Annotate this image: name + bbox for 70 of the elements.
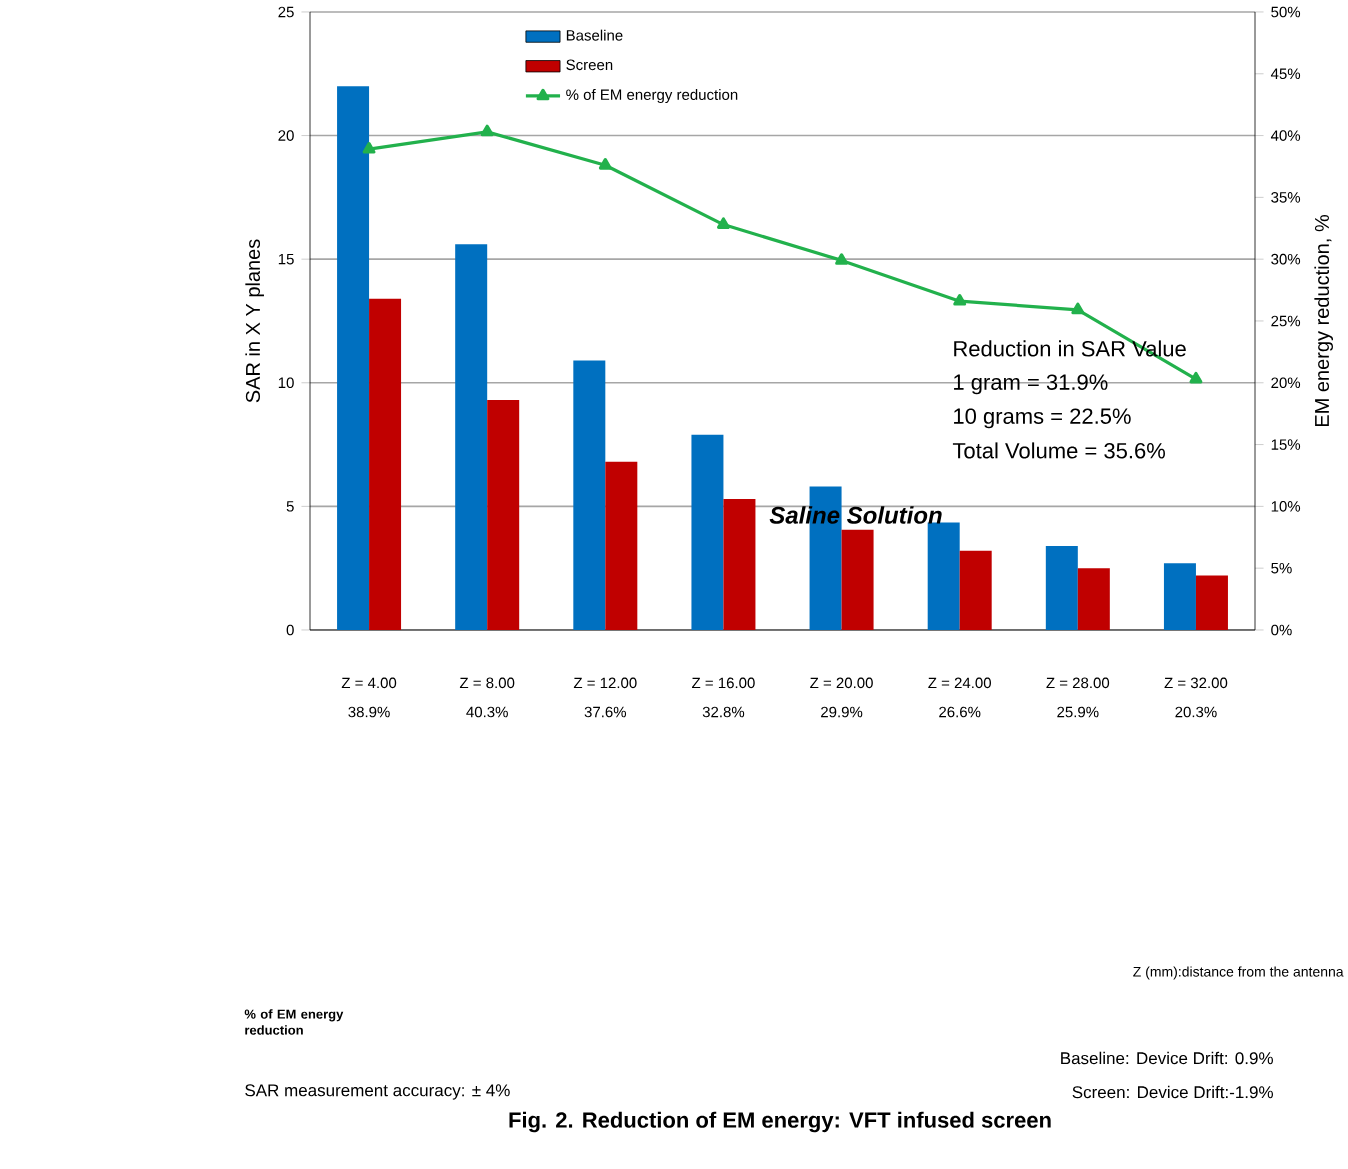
y-axis-title: SAR in X Y planes: [245, 239, 264, 403]
text: SAR measurement accuracy: ± 4%: [245, 1084, 510, 1100]
annotation: 10 grams = 22.5%: [954, 408, 1131, 429]
y2-tick-label: 5%: [1271, 562, 1292, 574]
bar: [487, 400, 520, 630]
y-tick-label: 0: [286, 624, 294, 636]
bar: [1163, 563, 1196, 630]
x-tick-label: Z = 4.00: [341, 677, 397, 689]
y2-tick-label: 10%: [1271, 501, 1301, 512]
text: Fig. 2. Reduction of EM energy: VFT infused screen: [509, 1111, 1051, 1133]
data-label: 25.9%: [1057, 706, 1099, 718]
y-tick-label: 5: [286, 501, 294, 512]
legend-label: Screen: [566, 59, 613, 71]
data-label: 20.3%: [1175, 706, 1217, 718]
bar: [691, 434, 724, 630]
data-label: 26.6%: [939, 706, 981, 718]
bar: [1077, 568, 1110, 630]
y2-tick-label: 45%: [1270, 68, 1301, 80]
point: [716, 217, 730, 229]
x-tick-label: Z = 20.00: [810, 677, 873, 689]
y2-tick-label: 0%: [1271, 624, 1292, 636]
text: Z (mm):distance from the antenna: [1133, 966, 1344, 980]
point: [598, 158, 612, 170]
text: % of EM energy reduction: [244, 1009, 344, 1035]
data-label: 38.9%: [348, 706, 390, 718]
bar: [841, 529, 874, 630]
y2-tick-label: 20%: [1271, 377, 1301, 389]
point: [953, 294, 967, 306]
y-tick-label: 20: [278, 130, 294, 141]
legend-label: % of EM energy reduction: [566, 89, 738, 103]
bar: [605, 461, 638, 630]
y2-tick-label: 30%: [1271, 253, 1301, 265]
text: Screen: Device Drift:-1.9%: [1072, 1085, 1273, 1099]
y-tick-label: 10: [278, 377, 294, 389]
point: [835, 253, 849, 265]
y2-axis-title: EM energy reduction, %: [1314, 214, 1333, 427]
y2-tick-label: 50%: [1271, 6, 1301, 18]
data-label: 40.3%: [466, 706, 508, 718]
x-tick-label: Z = 32.00: [1164, 677, 1228, 689]
point: [480, 124, 494, 137]
x-tick-label: Z = 12.00: [573, 677, 637, 689]
bar: [369, 298, 402, 630]
y-tick-label: 25: [278, 6, 294, 18]
x-tick-label: Z = 16.00: [692, 677, 755, 689]
legend-label: Baseline: [566, 29, 623, 41]
point: [1189, 371, 1203, 384]
annotation: 1 gram = 31.9%: [954, 374, 1108, 395]
data-label: 37.6%: [584, 706, 627, 718]
point: [1071, 302, 1085, 315]
x-tick-label: Z = 28.00: [1046, 677, 1110, 689]
text: Baseline: Device Drift: 0.9%: [1061, 1051, 1273, 1065]
x-tick-label: Z = 24.00: [928, 677, 991, 689]
bar: [723, 498, 756, 630]
annotation: Total Volume = 35.6%: [952, 442, 1165, 459]
bar: [959, 550, 992, 630]
bar: [573, 360, 606, 630]
bar: [455, 244, 488, 630]
x-tick-label: Z = 8.00: [459, 677, 515, 689]
y2-tick-label: 25%: [1271, 315, 1301, 327]
y-tick-label: 15: [278, 253, 294, 265]
y2-tick-label: 15%: [1271, 439, 1301, 450]
y2-tick-label: 35%: [1271, 192, 1301, 203]
data-label: 32.8%: [702, 706, 745, 718]
bar: [1045, 545, 1078, 630]
bar: [337, 86, 370, 630]
data-label: 29.9%: [821, 706, 863, 718]
y2-tick-label: 40%: [1270, 130, 1301, 141]
point: [362, 141, 376, 154]
bar: [927, 522, 960, 630]
bar: [1195, 575, 1228, 630]
